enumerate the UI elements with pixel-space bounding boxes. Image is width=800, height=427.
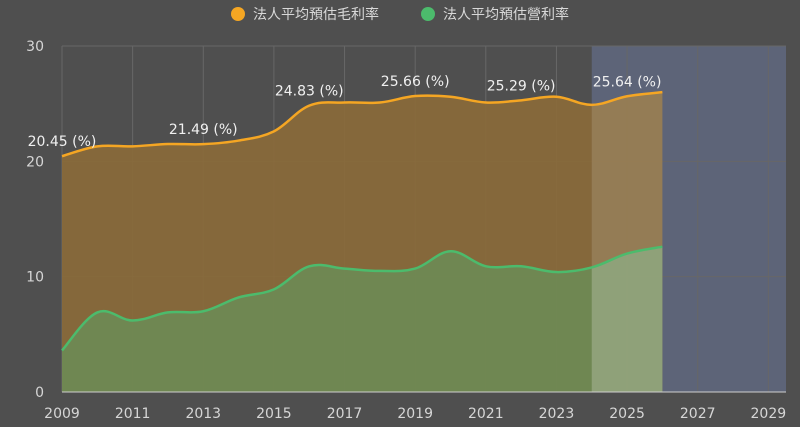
forecast-area-gross-margin [591, 92, 663, 392]
legend-label-gross-margin: 法人平均預估毛利率 [253, 7, 379, 23]
x-tick-label-2027: 2027 [680, 406, 716, 422]
x-tick-label-2025: 2025 [609, 406, 645, 422]
y-tick-label-0: 0 [35, 385, 44, 401]
x-tick-label-2021: 2021 [468, 406, 504, 422]
x-tick-label-2019: 2019 [397, 406, 433, 422]
x-tick-label-2017: 2017 [327, 406, 363, 422]
x-tick-label-2009: 2009 [44, 406, 80, 422]
forecast-area-operating-margin [591, 246, 663, 392]
data-label-2025: 25.64 (%) [593, 74, 662, 90]
line-gross-margin [61, 90, 663, 158]
y-tick-label-20: 20 [26, 154, 44, 170]
data-label-2016: 24.83 (%) [275, 84, 344, 100]
legend-item-operating-margin[interactable]: 法人平均預估營利率 [421, 4, 569, 24]
legend-item-gross-margin[interactable]: 法人平均預估毛利率 [231, 4, 379, 24]
data-label-2009: 20.45 (%) [28, 134, 97, 150]
area-operating-margin [62, 246, 663, 392]
legend-marker-operating-margin [421, 7, 435, 21]
x-tick-label-2023: 2023 [539, 406, 575, 422]
data-label-2013: 21.49 (%) [169, 122, 238, 138]
x-tick-label-2015: 2015 [256, 406, 292, 422]
legend-label-operating-margin: 法人平均預估營利率 [443, 7, 569, 23]
y-tick-label-10: 10 [26, 270, 44, 286]
data-label-2022: 25.29 (%) [487, 78, 556, 94]
x-tick-label-2013: 2013 [185, 406, 221, 422]
y-tick-label-30: 30 [26, 39, 44, 55]
x-tick-label-2011: 2011 [115, 406, 151, 422]
legend-marker-gross-margin [231, 7, 245, 21]
line-operating-margin [61, 245, 663, 352]
x-tick-label-2029: 2029 [751, 406, 787, 422]
data-label-2019: 25.66 (%) [381, 74, 450, 90]
chart-legend: 法人平均預估毛利率 法人平均預估營利率 [0, 4, 800, 24]
